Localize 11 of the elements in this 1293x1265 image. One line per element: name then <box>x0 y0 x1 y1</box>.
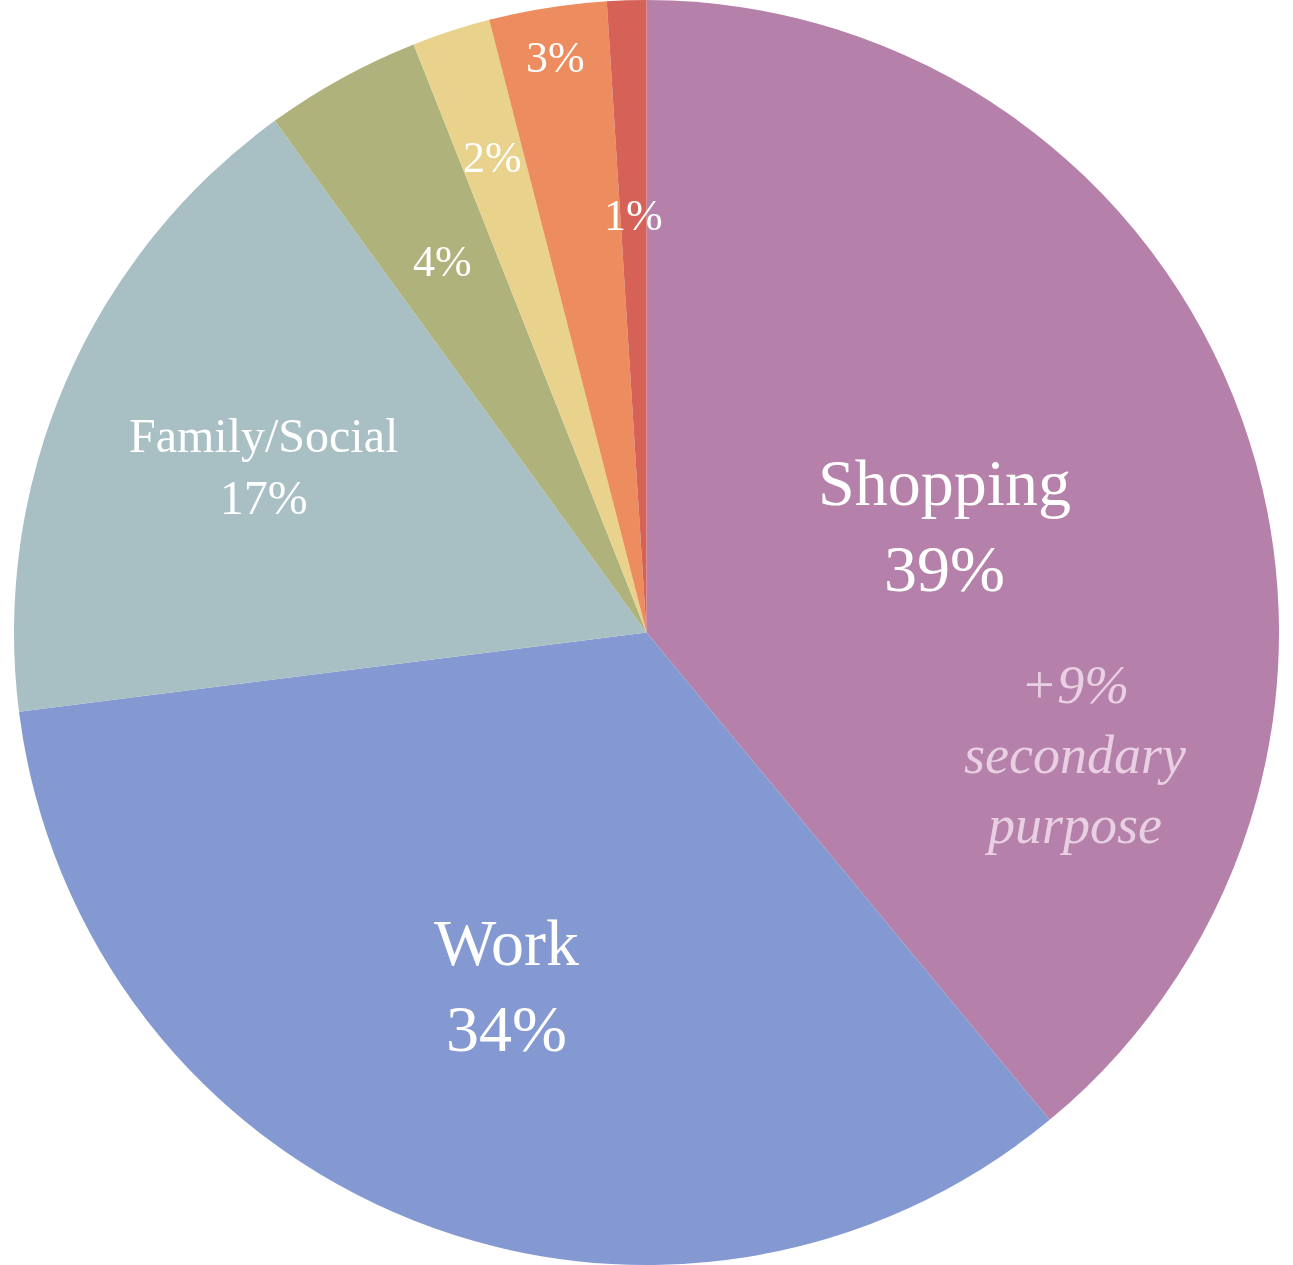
data-label: 3% <box>526 33 585 82</box>
slice-label: Family/Social <box>129 409 399 462</box>
slice-label: Shopping <box>818 446 1072 519</box>
text: +9% secondary purpose <box>964 655 1186 856</box>
data-label: 1% <box>604 191 663 240</box>
data-label: 34% <box>446 991 567 1065</box>
data-label: 39% <box>884 531 1006 605</box>
data-label: 2% <box>463 133 522 182</box>
slice-label: Work <box>434 906 579 979</box>
data-label: 4% <box>413 237 472 286</box>
data-label: 17% <box>219 471 308 525</box>
